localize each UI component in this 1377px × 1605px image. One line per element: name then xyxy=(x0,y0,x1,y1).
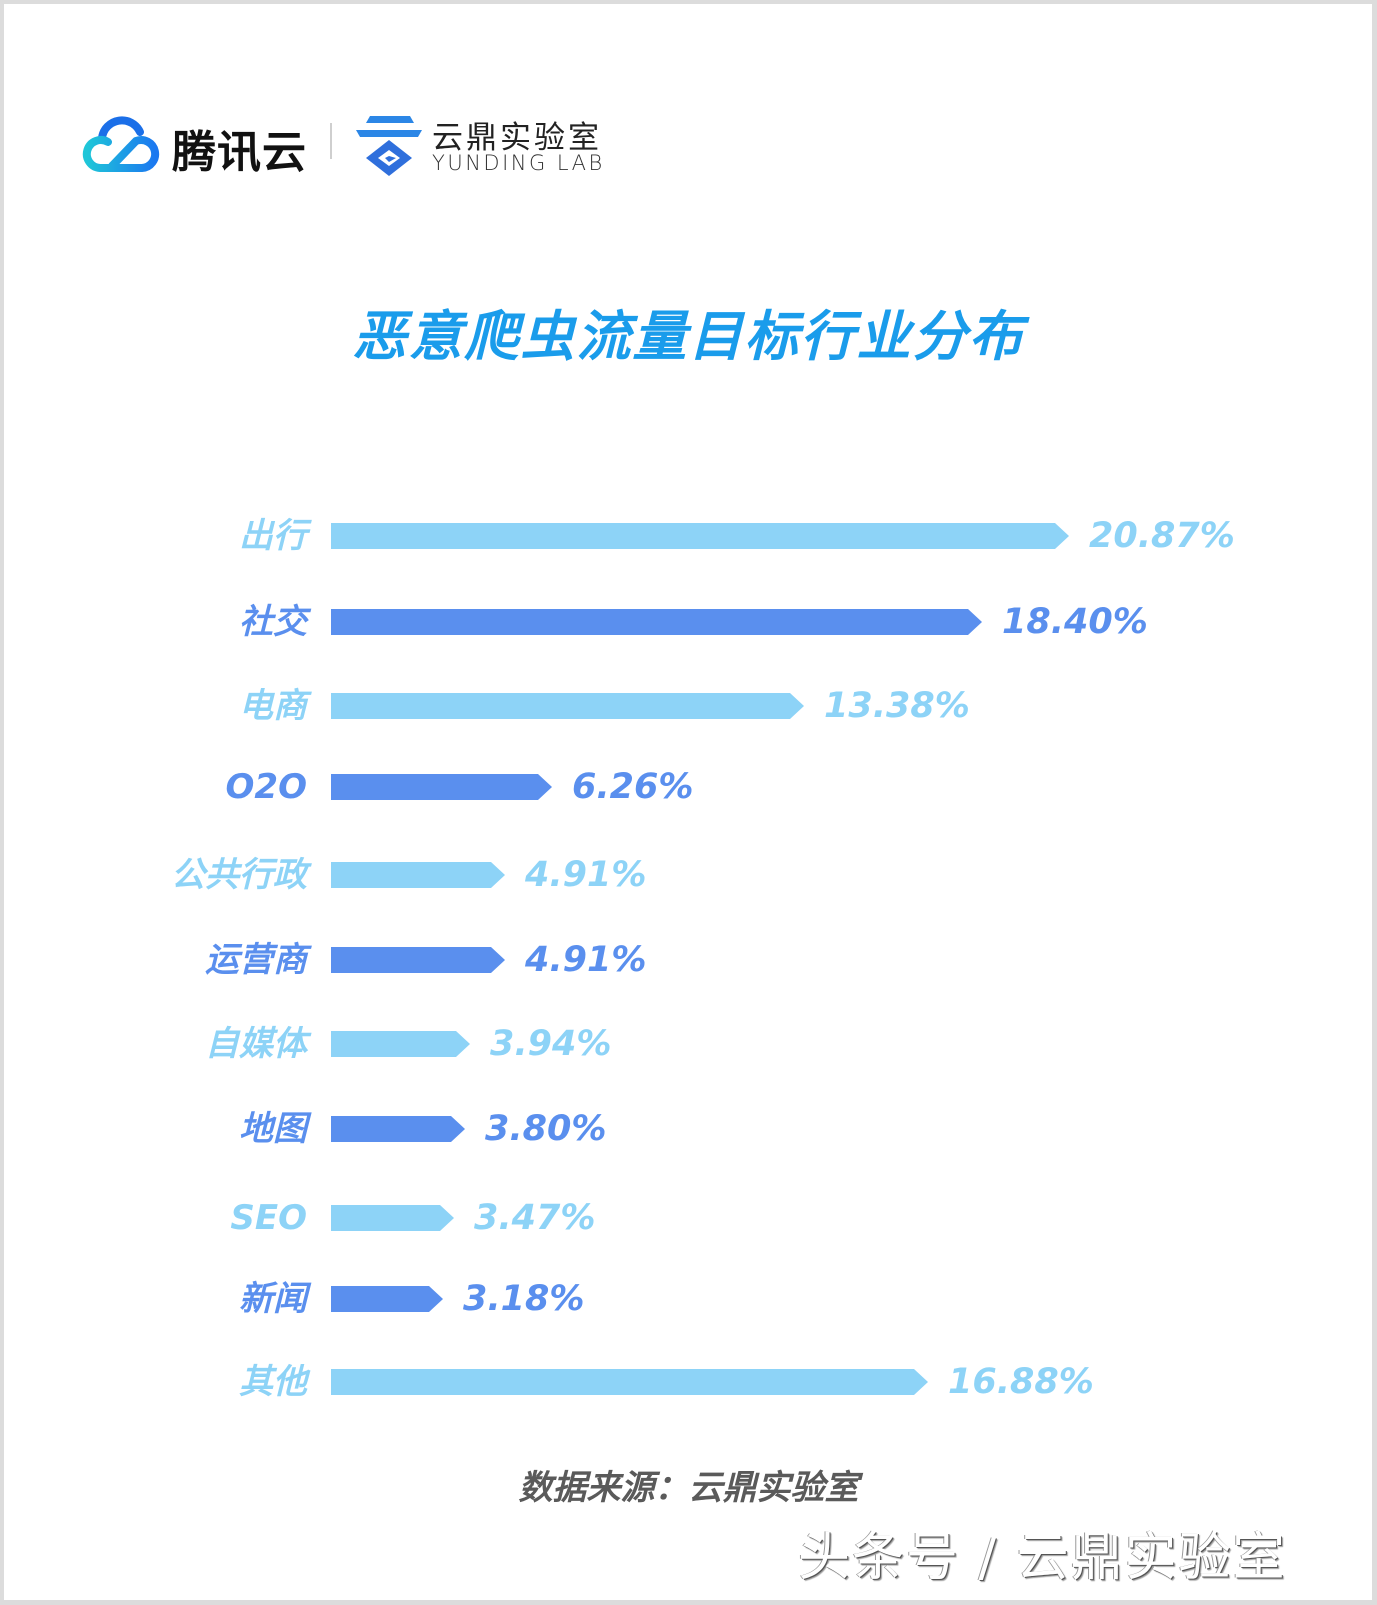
infographic-canvas xyxy=(4,4,1372,1600)
value-label: 3.47% xyxy=(474,1198,596,1238)
category-label: 自媒体 xyxy=(205,1024,307,1064)
yunding-lab-logo-icon xyxy=(356,116,422,176)
bar xyxy=(331,523,1069,549)
bar xyxy=(331,609,982,635)
chart-row: 出行 20.87% xyxy=(0,516,1377,556)
bar xyxy=(331,1369,928,1395)
category-label: 电商 xyxy=(239,686,307,726)
value-label: 16.88% xyxy=(948,1362,1094,1402)
value-label: 20.87% xyxy=(1089,516,1235,556)
value-label: 3.80% xyxy=(485,1109,607,1149)
category-label: 运营商 xyxy=(205,940,307,980)
bar xyxy=(331,947,505,973)
value-label: 3.18% xyxy=(463,1279,585,1319)
tencent-cloud-logo-icon xyxy=(82,116,160,172)
value-label: 4.91% xyxy=(525,940,647,980)
value-label: 3.94% xyxy=(490,1024,612,1064)
chart-row: O2O 6.26% xyxy=(0,767,1377,807)
category-label: 出行 xyxy=(239,516,307,556)
chart-row: 地图 3.80% xyxy=(0,1109,1377,1149)
brand-yunding-lab-cn: 云鼎实验室 xyxy=(432,120,602,156)
chart-row: SEO 3.47% xyxy=(0,1198,1377,1238)
value-label: 18.40% xyxy=(1002,602,1148,642)
bar xyxy=(331,1031,470,1057)
category-label: 新闻 xyxy=(239,1279,307,1319)
value-label: 13.38% xyxy=(824,686,970,726)
chart-row: 公共行政 4.91% xyxy=(0,855,1377,895)
chart-row: 新闻 3.18% xyxy=(0,1279,1377,1319)
bar xyxy=(331,1116,465,1142)
chart-row: 电商 13.38% xyxy=(0,686,1377,726)
chart-title: 恶意爬虫流量目标行业分布 xyxy=(352,305,1025,368)
category-label: 其他 xyxy=(239,1362,307,1402)
chart-row: 其他 16.88% xyxy=(0,1362,1377,1402)
category-label: SEO xyxy=(230,1198,307,1238)
chart-row: 自媒体 3.94% xyxy=(0,1024,1377,1064)
bar xyxy=(331,774,552,800)
value-label: 4.91% xyxy=(525,855,647,895)
bar xyxy=(331,1205,454,1231)
bar xyxy=(331,862,505,888)
data-source-note: 数据来源：云鼎实验室 xyxy=(518,1468,859,1508)
brand-yunding-lab-en: YUNDING LAB xyxy=(432,151,605,175)
brand-tencent-cloud: 腾讯云 xyxy=(172,127,307,178)
logo-divider xyxy=(330,123,332,159)
category-label: 公共行政 xyxy=(171,855,307,895)
category-label: 社交 xyxy=(239,602,307,642)
bar xyxy=(331,693,804,719)
chart-row: 运营商 4.91% xyxy=(0,940,1377,980)
category-label: O2O xyxy=(225,767,307,807)
bar xyxy=(331,1286,443,1312)
chart-row: 社交 18.40% xyxy=(0,602,1377,642)
watermark: 头条号 / 云鼎实验室 xyxy=(798,1528,1287,1588)
value-label: 6.26% xyxy=(572,767,694,807)
category-label: 地图 xyxy=(239,1109,307,1149)
